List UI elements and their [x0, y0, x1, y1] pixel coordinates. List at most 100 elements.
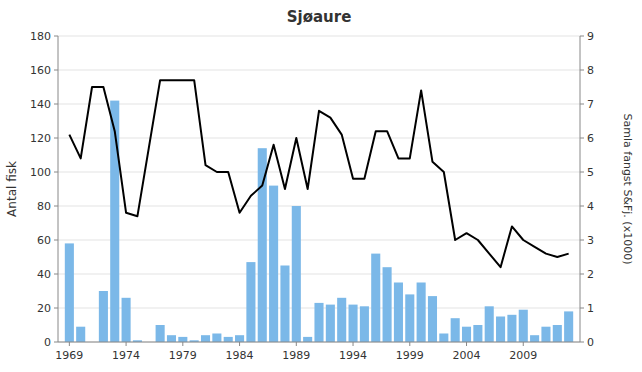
grid-line	[58, 104, 580, 105]
y2-tick-label: 9	[587, 30, 594, 43]
bar	[507, 315, 516, 342]
y-tick-label: 60	[37, 234, 51, 247]
bar	[439, 334, 448, 343]
y2-tick	[580, 36, 584, 37]
bar	[246, 262, 255, 342]
x-tick-label: 1984	[226, 349, 254, 362]
y-tick	[54, 172, 58, 173]
y2-tick	[580, 308, 584, 309]
bar	[280, 266, 289, 343]
x-tick-label: 1999	[396, 349, 424, 362]
x-tick	[69, 342, 70, 346]
y-tick	[54, 70, 58, 71]
chart-svg: 1969197419791984198919941999200420090204…	[0, 0, 642, 372]
grid-line	[58, 240, 580, 241]
y2-tick-label: 2	[587, 268, 594, 281]
x-axis-line	[58, 342, 580, 343]
y2-tick-label: 4	[587, 200, 594, 213]
y2-tick-label: 6	[587, 132, 594, 145]
y-tick	[54, 342, 58, 343]
y-tick	[54, 240, 58, 241]
bar	[519, 310, 528, 342]
bar	[76, 327, 85, 342]
bar	[394, 283, 403, 343]
x-tick	[466, 342, 467, 346]
grid-line	[58, 172, 580, 173]
bar	[224, 337, 233, 342]
grid-line	[58, 70, 580, 71]
axes: 1969197419791984198919941999200420090204…	[30, 30, 594, 362]
y-tick	[54, 104, 58, 105]
x-tick-label: 2009	[509, 349, 537, 362]
bar	[99, 291, 108, 342]
bar	[167, 335, 176, 342]
x-tick-label: 1989	[282, 349, 310, 362]
y2-tick-label: 8	[587, 64, 594, 77]
x-tick	[239, 342, 240, 346]
bar	[428, 296, 437, 342]
y2-tick	[580, 240, 584, 241]
y2-axis-label: Samla fangst S&Fj. (x1000)	[621, 114, 634, 265]
y-tick	[54, 308, 58, 309]
y-axis-line	[58, 36, 59, 342]
y2-tick-label: 0	[587, 336, 594, 349]
bar	[314, 303, 323, 342]
bar	[417, 283, 426, 343]
bar	[405, 294, 414, 342]
y2-tick	[580, 206, 584, 207]
bar	[564, 311, 573, 342]
bar	[156, 325, 165, 342]
bar	[337, 298, 346, 342]
bar	[178, 337, 187, 342]
y2-tick	[580, 274, 584, 275]
y-tick	[54, 36, 58, 37]
y-tick-label: 160	[30, 64, 51, 77]
bar	[371, 254, 380, 342]
bar	[349, 305, 358, 342]
bar	[485, 306, 494, 342]
x-tick	[523, 342, 524, 346]
x-tick	[126, 342, 127, 346]
x-tick-label: 1994	[339, 349, 367, 362]
plot-data	[65, 80, 573, 342]
y-tick-label: 120	[30, 132, 51, 145]
y-tick-label: 140	[30, 98, 51, 111]
x-tick-label: 2004	[453, 349, 481, 362]
y-tick	[54, 274, 58, 275]
y-tick	[54, 138, 58, 139]
y2-tick-label: 7	[587, 98, 594, 111]
grid-line	[58, 206, 580, 207]
y2-tick	[580, 342, 584, 343]
bar	[496, 317, 505, 343]
chart-container: 1969197419791984198919941999200420090204…	[0, 0, 642, 372]
grid-line	[58, 36, 580, 37]
y-tick-label: 100	[30, 166, 51, 179]
y-tick-label: 180	[30, 30, 51, 43]
bar	[553, 325, 562, 342]
y2-tick	[580, 138, 584, 139]
bar	[326, 305, 335, 342]
y-tick	[54, 206, 58, 207]
y2-tick	[580, 172, 584, 173]
chart-title: Sjøaure	[287, 8, 352, 26]
x-tick-label: 1979	[169, 349, 197, 362]
x-tick-label: 1969	[55, 349, 83, 362]
y-tick-label: 80	[37, 200, 51, 213]
grid-line	[58, 342, 580, 343]
bar	[530, 335, 539, 342]
grid-line	[58, 138, 580, 139]
y-tick-label: 20	[37, 302, 51, 315]
bar	[235, 335, 244, 342]
bar	[65, 243, 74, 342]
grid-line	[58, 274, 580, 275]
grid	[58, 36, 580, 342]
bar	[292, 206, 301, 342]
bar	[462, 327, 471, 342]
y-axis-label: Antal fisk	[5, 161, 19, 217]
bar	[201, 335, 210, 342]
x-tick	[409, 342, 410, 346]
bar	[303, 337, 312, 342]
y-tick-label: 40	[37, 268, 51, 281]
bar	[451, 318, 460, 342]
bar	[541, 327, 550, 342]
